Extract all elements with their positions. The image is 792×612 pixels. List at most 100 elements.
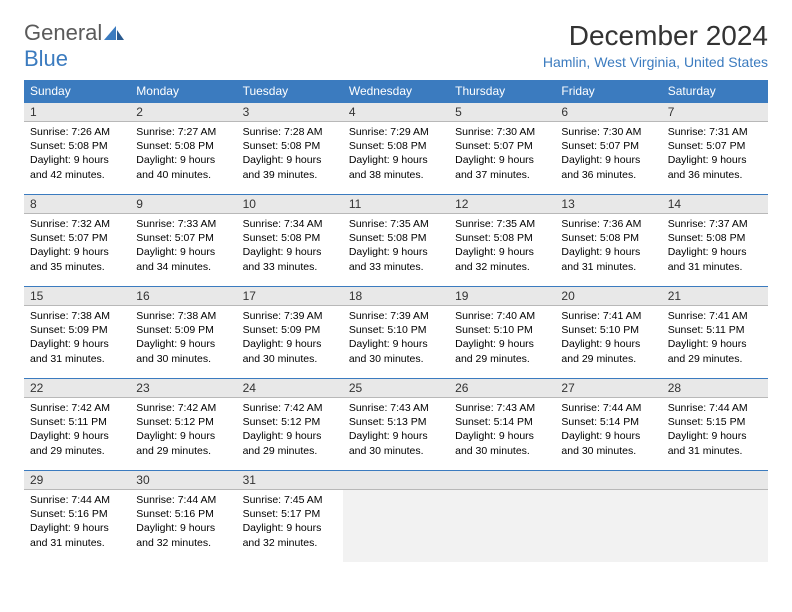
- daylight-line: Daylight: 9 hours and 33 minutes.: [349, 245, 443, 273]
- sunrise-line: Sunrise: 7:40 AM: [455, 309, 549, 323]
- daylight-line: Daylight: 9 hours and 36 minutes.: [668, 153, 762, 181]
- day-content-cell: Sunrise: 7:30 AMSunset: 5:07 PMDaylight:…: [449, 122, 555, 194]
- sunset-line: Sunset: 5:11 PM: [668, 323, 762, 337]
- day-number-cell: 25: [343, 378, 449, 398]
- sunrise-line: Sunrise: 7:31 AM: [668, 125, 762, 139]
- day-content-cell: Sunrise: 7:41 AMSunset: 5:10 PMDaylight:…: [555, 306, 661, 378]
- day-content-cell: Sunrise: 7:34 AMSunset: 5:08 PMDaylight:…: [237, 214, 343, 286]
- day-content-cell: Sunrise: 7:33 AMSunset: 5:07 PMDaylight:…: [130, 214, 236, 286]
- sunrise-line: Sunrise: 7:43 AM: [455, 401, 549, 415]
- day-number-cell: 24: [237, 378, 343, 398]
- sunrise-line: Sunrise: 7:28 AM: [243, 125, 337, 139]
- day-number-cell: 3: [237, 102, 343, 122]
- day-number-cell: 12: [449, 194, 555, 214]
- day-number-cell: 20: [555, 286, 661, 306]
- sunset-line: Sunset: 5:12 PM: [243, 415, 337, 429]
- sunrise-line: Sunrise: 7:41 AM: [561, 309, 655, 323]
- day-number-cell: 16: [130, 286, 236, 306]
- weekday-header: Monday: [130, 80, 236, 102]
- day-number-cell: 15: [24, 286, 130, 306]
- day-number-cell: 21: [662, 286, 768, 306]
- sunrise-line: Sunrise: 7:45 AM: [243, 493, 337, 507]
- day-number-cell: 6: [555, 102, 661, 122]
- day-content-cell: Sunrise: 7:35 AMSunset: 5:08 PMDaylight:…: [449, 214, 555, 286]
- sunset-line: Sunset: 5:10 PM: [561, 323, 655, 337]
- weekday-header-row: SundayMondayTuesdayWednesdayThursdayFrid…: [24, 80, 768, 102]
- sunrise-line: Sunrise: 7:44 AM: [561, 401, 655, 415]
- day-number-row: 22232425262728: [24, 378, 768, 398]
- sunset-line: Sunset: 5:08 PM: [668, 231, 762, 245]
- day-content-cell: Sunrise: 7:42 AMSunset: 5:11 PMDaylight:…: [24, 398, 130, 470]
- sunset-line: Sunset: 5:13 PM: [349, 415, 443, 429]
- daylight-line: Daylight: 9 hours and 30 minutes.: [136, 337, 230, 365]
- daylight-line: Daylight: 9 hours and 39 minutes.: [243, 153, 337, 181]
- weekday-header: Saturday: [662, 80, 768, 102]
- day-number-cell: 11: [343, 194, 449, 214]
- day-content-row: Sunrise: 7:44 AMSunset: 5:16 PMDaylight:…: [24, 490, 768, 562]
- sunset-line: Sunset: 5:08 PM: [243, 231, 337, 245]
- day-number-cell: 30: [130, 470, 236, 490]
- sunset-line: Sunset: 5:07 PM: [561, 139, 655, 153]
- day-number-cell: 10: [237, 194, 343, 214]
- day-number-cell: 29: [24, 470, 130, 490]
- sunrise-line: Sunrise: 7:42 AM: [30, 401, 124, 415]
- calendar-body: 1234567Sunrise: 7:26 AMSunset: 5:08 PMDa…: [24, 102, 768, 562]
- brand-part1: General: [24, 20, 102, 45]
- daylight-line: Daylight: 9 hours and 30 minutes.: [455, 429, 549, 457]
- daylight-line: Daylight: 9 hours and 40 minutes.: [136, 153, 230, 181]
- sunrise-line: Sunrise: 7:42 AM: [136, 401, 230, 415]
- day-number-cell: 19: [449, 286, 555, 306]
- sunset-line: Sunset: 5:16 PM: [30, 507, 124, 521]
- day-content-cell: Sunrise: 7:43 AMSunset: 5:13 PMDaylight:…: [343, 398, 449, 470]
- daylight-line: Daylight: 9 hours and 30 minutes.: [561, 429, 655, 457]
- day-content-cell: Sunrise: 7:39 AMSunset: 5:09 PMDaylight:…: [237, 306, 343, 378]
- daylight-line: Daylight: 9 hours and 38 minutes.: [349, 153, 443, 181]
- sunset-line: Sunset: 5:08 PM: [136, 139, 230, 153]
- sunrise-line: Sunrise: 7:39 AM: [349, 309, 443, 323]
- day-content-cell: [555, 490, 661, 562]
- sunrise-line: Sunrise: 7:35 AM: [455, 217, 549, 231]
- day-content-cell: Sunrise: 7:40 AMSunset: 5:10 PMDaylight:…: [449, 306, 555, 378]
- daylight-line: Daylight: 9 hours and 31 minutes.: [668, 429, 762, 457]
- daylight-line: Daylight: 9 hours and 29 minutes.: [561, 337, 655, 365]
- sunset-line: Sunset: 5:08 PM: [243, 139, 337, 153]
- sunset-line: Sunset: 5:10 PM: [455, 323, 549, 337]
- daylight-line: Daylight: 9 hours and 31 minutes.: [30, 521, 124, 549]
- day-content-cell: Sunrise: 7:38 AMSunset: 5:09 PMDaylight:…: [24, 306, 130, 378]
- brand-logo: GeneralBlue: [24, 20, 126, 72]
- day-content-cell: [662, 490, 768, 562]
- weekday-header: Wednesday: [343, 80, 449, 102]
- sunset-line: Sunset: 5:07 PM: [30, 231, 124, 245]
- sunrise-line: Sunrise: 7:34 AM: [243, 217, 337, 231]
- day-number-cell: [555, 470, 661, 490]
- sunrise-line: Sunrise: 7:35 AM: [349, 217, 443, 231]
- sunset-line: Sunset: 5:08 PM: [455, 231, 549, 245]
- daylight-line: Daylight: 9 hours and 35 minutes.: [30, 245, 124, 273]
- weekday-header: Sunday: [24, 80, 130, 102]
- daylight-line: Daylight: 9 hours and 30 minutes.: [349, 337, 443, 365]
- weekday-header: Thursday: [449, 80, 555, 102]
- day-number-cell: 1: [24, 102, 130, 122]
- header: GeneralBlue December 2024 Hamlin, West V…: [24, 20, 768, 72]
- day-number-cell: 23: [130, 378, 236, 398]
- sunrise-line: Sunrise: 7:26 AM: [30, 125, 124, 139]
- day-content-row: Sunrise: 7:42 AMSunset: 5:11 PMDaylight:…: [24, 398, 768, 470]
- sunrise-line: Sunrise: 7:36 AM: [561, 217, 655, 231]
- sunrise-line: Sunrise: 7:38 AM: [30, 309, 124, 323]
- day-content-cell: Sunrise: 7:44 AMSunset: 5:16 PMDaylight:…: [24, 490, 130, 562]
- sunrise-line: Sunrise: 7:37 AM: [668, 217, 762, 231]
- day-number-cell: 27: [555, 378, 661, 398]
- sunset-line: Sunset: 5:08 PM: [349, 139, 443, 153]
- sunrise-line: Sunrise: 7:33 AM: [136, 217, 230, 231]
- day-number-cell: 7: [662, 102, 768, 122]
- sunrise-line: Sunrise: 7:38 AM: [136, 309, 230, 323]
- daylight-line: Daylight: 9 hours and 30 minutes.: [243, 337, 337, 365]
- sunset-line: Sunset: 5:08 PM: [30, 139, 124, 153]
- day-number-cell: 18: [343, 286, 449, 306]
- sunrise-line: Sunrise: 7:44 AM: [30, 493, 124, 507]
- daylight-line: Daylight: 9 hours and 31 minutes.: [561, 245, 655, 273]
- day-content-row: Sunrise: 7:26 AMSunset: 5:08 PMDaylight:…: [24, 122, 768, 194]
- day-content-cell: Sunrise: 7:28 AMSunset: 5:08 PMDaylight:…: [237, 122, 343, 194]
- location: Hamlin, West Virginia, United States: [543, 54, 768, 70]
- day-content-cell: [343, 490, 449, 562]
